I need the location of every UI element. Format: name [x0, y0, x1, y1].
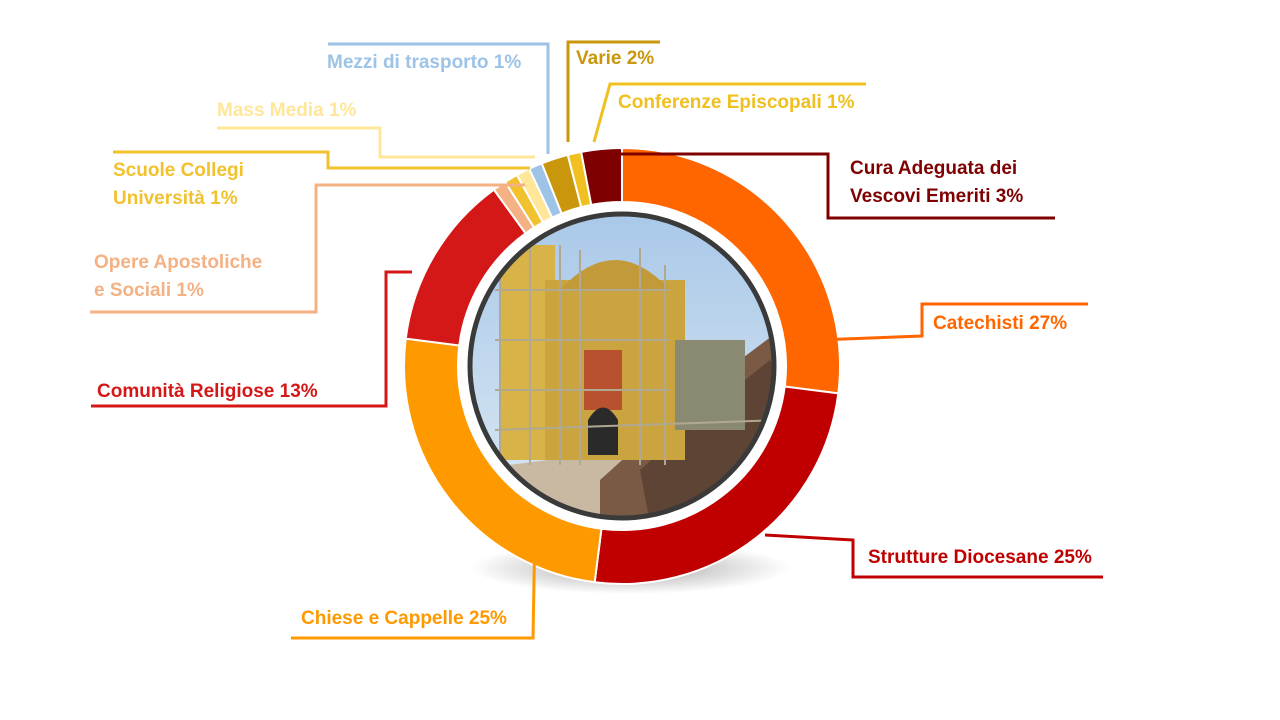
label-catechisti: Catechisti 27%: [933, 310, 1067, 338]
label-line: Mezzi di trasporto 1%: [327, 52, 522, 73]
label-line: Opere Apostoliche: [94, 252, 263, 273]
label-line: Strutture Diocesane 25%: [868, 547, 1092, 568]
label-line: Chiese e Cappelle 25%: [301, 608, 507, 629]
label-opere: Opere Apostoliche e Sociali 1%: [94, 249, 262, 305]
label-strutture: Strutture Diocesane 25%: [868, 544, 1092, 572]
leader-line-conferenze: [592, 82, 866, 143]
label-line: Conferenze Episcopali 1%: [618, 92, 855, 113]
label-line: Università 1%: [113, 188, 238, 209]
leader-line-comunita: [91, 270, 412, 408]
label-mezzi: Mezzi di trasporto 1%: [327, 49, 521, 77]
label-scuole: Scuole Collegi Università 1%: [113, 157, 244, 213]
label-line: Mass Media 1%: [217, 100, 357, 121]
center-photo: [472, 216, 772, 516]
label-line: Cura Adeguata dei: [850, 158, 1018, 179]
label-line: Catechisti 27%: [933, 313, 1068, 334]
leader-line-massmedia: [217, 126, 535, 159]
leader-line-scuole: [113, 150, 530, 170]
label-cura: Cura Adeguata dei Vescovi Emeriti 3%: [850, 155, 1023, 211]
label-massmedia: Mass Media 1%: [217, 97, 356, 125]
leader-line-chiese: [291, 524, 537, 640]
label-line: Comunità Religiose 13%: [97, 381, 318, 402]
label-varie: Varie 2%: [576, 45, 654, 73]
label-line: Vescovi Emeriti 3%: [850, 186, 1024, 207]
leader-line-catechisti: [817, 302, 1088, 342]
label-chiese: Chiese e Cappelle 25%: [301, 605, 507, 633]
label-conferenze: Conferenze Episcopali 1%: [618, 89, 855, 117]
leader-line-cura: [612, 152, 1055, 220]
photo-frame: [467, 211, 777, 521]
leader-line-mezzi: [328, 42, 550, 154]
label-comunita: Comunità Religiose 13%: [97, 378, 318, 406]
label-line: Scuole Collegi: [113, 160, 244, 181]
label-line: e Sociali 1%: [94, 280, 204, 301]
leader-line-opere: [90, 183, 525, 314]
label-line: Varie 2%: [576, 48, 655, 69]
leader-line-varie: [566, 40, 660, 142]
leader-line-strutture: [764, 533, 1103, 579]
